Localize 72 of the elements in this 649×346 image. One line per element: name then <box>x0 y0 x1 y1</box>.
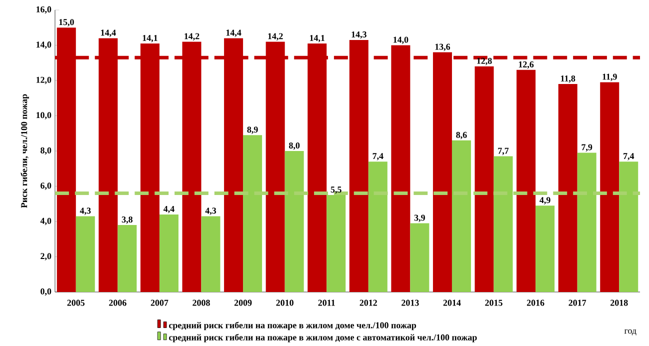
data-label: 11,8 <box>560 76 576 83</box>
bar <box>600 82 620 292</box>
data-label: 4,3 <box>80 208 91 216</box>
data-label: 4,4 <box>163 206 174 214</box>
y-tick-label: 14,0 <box>36 42 52 50</box>
data-label: 7,7 <box>498 148 509 156</box>
bar <box>159 214 178 292</box>
y-tick-label: 4,0 <box>40 218 52 226</box>
bar <box>410 223 430 292</box>
x-tick-label: 2010 <box>276 300 294 306</box>
bar <box>619 162 638 292</box>
x-tick-label: 2016 <box>526 300 544 306</box>
x-tick-label: 2012 <box>360 300 377 306</box>
data-label: 14,2 <box>184 33 200 41</box>
y-tick-label: 2,0 <box>40 253 52 261</box>
x-tick-label: 2009 <box>234 300 252 306</box>
bar <box>474 66 494 292</box>
x-tick-label: 2008 <box>192 300 210 306</box>
data-label: 14,4 <box>226 30 242 38</box>
data-label: 14,3 <box>352 32 366 39</box>
data-label: 14,1 <box>310 35 324 42</box>
x-tick-label: 2013 <box>402 300 419 306</box>
bar <box>494 156 513 292</box>
bar <box>558 84 578 292</box>
x-tick-label: 2006 <box>109 300 126 306</box>
bar <box>284 151 304 292</box>
data-label: 8,9 <box>247 126 258 134</box>
data-label: 12,6 <box>518 61 534 69</box>
data-label: 3,9 <box>414 214 425 222</box>
bar <box>368 162 388 292</box>
bar <box>243 135 262 292</box>
data-label: 14,4 <box>101 30 116 38</box>
data-label: 7,4 <box>624 153 634 160</box>
x-tick-label: 2015 <box>485 300 502 306</box>
y-tick-label: 0,0 <box>40 288 52 296</box>
y-tick-label: 8,0 <box>40 147 52 155</box>
data-label: 7,9 <box>582 144 592 152</box>
data-label: 12,8 <box>477 58 492 66</box>
data-label: 15,0 <box>59 19 74 27</box>
x-tick-label: 2018 <box>610 300 628 306</box>
y-axis-title: Риск гибели, чел./100 пожар <box>20 94 29 208</box>
legend-label: средний риск гибели на пожаре в жилом доме чел./100 пожар <box>169 322 416 330</box>
y-tick-label: 6,0 <box>40 182 52 190</box>
data-label: 4,3 <box>205 208 216 216</box>
x-tick-label: 2014 <box>443 300 461 306</box>
y-tick-label: 16,0 <box>36 6 52 14</box>
x-tick-label: 2017 <box>568 300 586 306</box>
data-label: 7,4 <box>372 153 384 160</box>
data-label: 11,9 <box>602 74 617 82</box>
legend-label: средний риск гибели на пожаре в жилом доме с автоматикой чел./100 пожар <box>169 334 477 342</box>
y-tick-label: 12,0 <box>36 76 52 84</box>
data-label: 8,0 <box>289 142 300 150</box>
data-label: 8,6 <box>456 132 467 140</box>
bar <box>577 152 596 292</box>
data-label: 14,2 <box>268 33 283 41</box>
bar <box>326 195 346 292</box>
x-tick-label: 2007 <box>150 300 168 306</box>
data-label: 13,6 <box>435 44 450 52</box>
bar <box>536 206 555 292</box>
data-label: 14,0 <box>394 36 408 44</box>
y-tick-label: 10,0 <box>36 112 52 120</box>
bar <box>516 70 536 292</box>
bar <box>118 225 137 292</box>
x-axis-title: год <box>624 329 636 336</box>
data-label: 4,9 <box>540 197 550 205</box>
data-label: 14,1 <box>142 35 158 42</box>
x-tick-label: 2005 <box>67 300 85 306</box>
x-tick-label: 2011 <box>318 300 335 306</box>
bar <box>201 216 220 292</box>
bar <box>76 216 95 292</box>
bar <box>452 140 471 292</box>
data-label: 3,8 <box>122 216 132 224</box>
